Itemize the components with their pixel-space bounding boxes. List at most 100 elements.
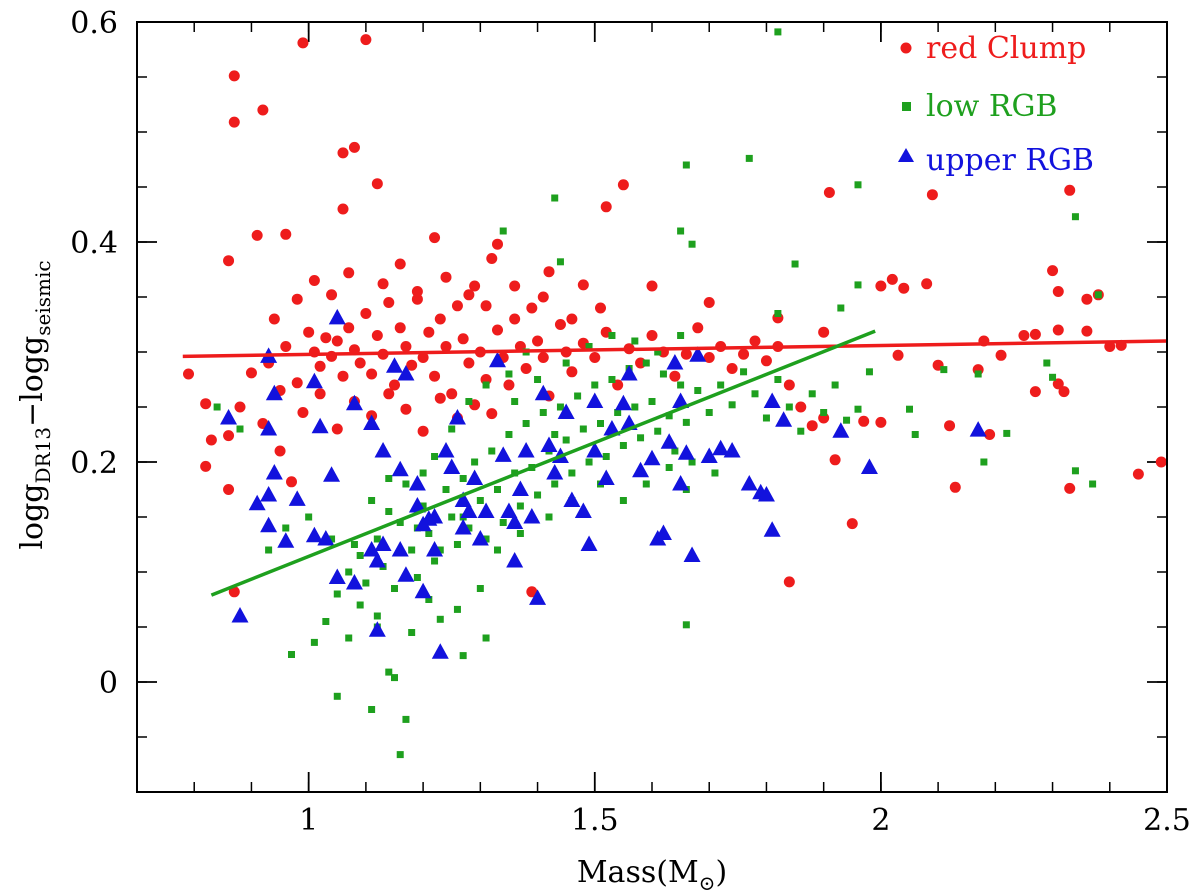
point-low-rgb bbox=[516, 502, 524, 510]
point-upper-rgb bbox=[305, 526, 323, 543]
point-low-rgb bbox=[482, 535, 490, 543]
point-low-rgb bbox=[585, 343, 593, 350]
point-low-rgb bbox=[820, 409, 828, 416]
point-red-clump bbox=[343, 322, 355, 334]
point-low-rgb bbox=[436, 615, 444, 623]
point-low-rgb bbox=[288, 651, 295, 658]
point-low-rgb bbox=[305, 513, 313, 521]
legend-label-red-clump: red Clump bbox=[926, 31, 1086, 66]
point-red-clump bbox=[183, 368, 194, 380]
point-red-clump bbox=[440, 341, 452, 352]
tick-labels: 1 1.5 2 2.5 0 0.2 0.4 0.6 bbox=[70, 6, 1191, 838]
point-low-rgb bbox=[728, 401, 736, 409]
point-low-rgb bbox=[654, 348, 662, 356]
point-low-rgb bbox=[539, 409, 547, 416]
point-low-rgb bbox=[556, 403, 564, 411]
point-red-clump bbox=[526, 302, 538, 314]
point-low-rgb bbox=[854, 281, 862, 289]
point-low-rgb bbox=[637, 434, 645, 442]
point-upper-rgb bbox=[506, 513, 524, 529]
point-upper-rgb bbox=[511, 480, 529, 496]
point-low-rgb bbox=[1049, 373, 1057, 381]
point-red-clump bbox=[921, 278, 933, 290]
point-red-clump bbox=[898, 282, 910, 294]
point-red-clump bbox=[383, 388, 395, 400]
point-low-rgb bbox=[1089, 480, 1097, 488]
point-low-rgb bbox=[333, 692, 341, 700]
point-low-rgb bbox=[471, 458, 479, 466]
point-low-rgb bbox=[385, 668, 393, 676]
point-low-rgb bbox=[425, 596, 433, 603]
point-red-clump bbox=[566, 313, 578, 325]
point-upper-rgb bbox=[471, 530, 489, 546]
legend-marker-red-clump bbox=[900, 42, 912, 54]
legend-label-upper-rgb: upper RGB bbox=[926, 143, 1094, 178]
point-red-clump bbox=[371, 178, 383, 190]
point-red-clump bbox=[543, 266, 555, 278]
point-upper-rgb bbox=[305, 372, 323, 389]
point-low-rgb bbox=[511, 398, 519, 405]
point-upper-rgb bbox=[288, 490, 306, 506]
point-red-clump bbox=[680, 348, 692, 360]
point-low-rgb bbox=[516, 530, 524, 537]
point-low-rgb bbox=[1071, 213, 1079, 221]
point-low-rgb bbox=[522, 420, 530, 427]
point-low-rgb bbox=[431, 453, 439, 460]
point-upper-rgb bbox=[260, 420, 278, 436]
point-red-clump bbox=[944, 420, 956, 432]
point-red-clump bbox=[486, 408, 498, 420]
point-red-clump bbox=[1029, 328, 1041, 340]
point-red-clump bbox=[995, 349, 1007, 361]
point-low-rgb bbox=[808, 390, 816, 398]
point-upper-rgb bbox=[408, 475, 426, 491]
point-low-rgb bbox=[631, 337, 639, 345]
point-upper-rgb bbox=[328, 308, 346, 325]
point-red-clump bbox=[377, 278, 389, 290]
point-low-rgb bbox=[373, 612, 381, 620]
point-red-clump bbox=[429, 370, 441, 382]
point-red-clump bbox=[331, 423, 343, 435]
point-low-rgb bbox=[402, 715, 410, 723]
point-red-clump bbox=[274, 445, 286, 457]
point-low-rgb bbox=[791, 260, 799, 268]
point-upper-rgb bbox=[775, 411, 793, 427]
point-low-rgb bbox=[505, 370, 513, 378]
point-low-rgb bbox=[785, 403, 793, 411]
point-red-clump bbox=[846, 518, 858, 530]
point-red-clump bbox=[440, 271, 452, 283]
point-upper-rgb bbox=[654, 524, 672, 540]
point-red-clump bbox=[783, 379, 795, 391]
point-red-clump bbox=[595, 302, 606, 314]
point-upper-rgb bbox=[426, 541, 444, 557]
point-upper-rgb bbox=[265, 384, 283, 401]
point-red-clump bbox=[858, 415, 870, 427]
point-upper-rgb bbox=[529, 589, 547, 605]
point-low-rgb bbox=[1043, 359, 1051, 367]
point-red-clump bbox=[760, 355, 772, 367]
point-red-clump bbox=[360, 34, 372, 46]
point-low-rgb bbox=[579, 425, 587, 433]
point-low-rgb bbox=[974, 370, 982, 378]
point-red-clump bbox=[234, 401, 246, 413]
point-red-clump bbox=[223, 430, 235, 442]
point-low-rgb bbox=[562, 436, 570, 444]
point-upper-rgb bbox=[689, 346, 707, 362]
point-red-clump bbox=[280, 228, 292, 240]
point-upper-rgb bbox=[408, 497, 426, 513]
point-upper-rgb bbox=[248, 494, 266, 511]
point-upper-rgb bbox=[368, 621, 386, 637]
point-red-clump bbox=[200, 460, 212, 472]
point-red-clump bbox=[280, 341, 292, 352]
point-low-rgb bbox=[345, 568, 353, 576]
point-red-clump bbox=[343, 267, 355, 279]
major-ticks bbox=[137, 21, 1168, 792]
point-red-clump bbox=[1132, 468, 1144, 480]
point-upper-rgb bbox=[672, 392, 690, 408]
point-red-clump bbox=[268, 313, 280, 325]
point-upper-rgb bbox=[723, 442, 741, 458]
point-red-clump bbox=[703, 297, 715, 308]
point-low-rgb bbox=[459, 652, 467, 660]
point-upper-rgb bbox=[580, 535, 598, 551]
point-red-clump bbox=[400, 341, 412, 352]
point-low-rgb bbox=[762, 414, 770, 422]
